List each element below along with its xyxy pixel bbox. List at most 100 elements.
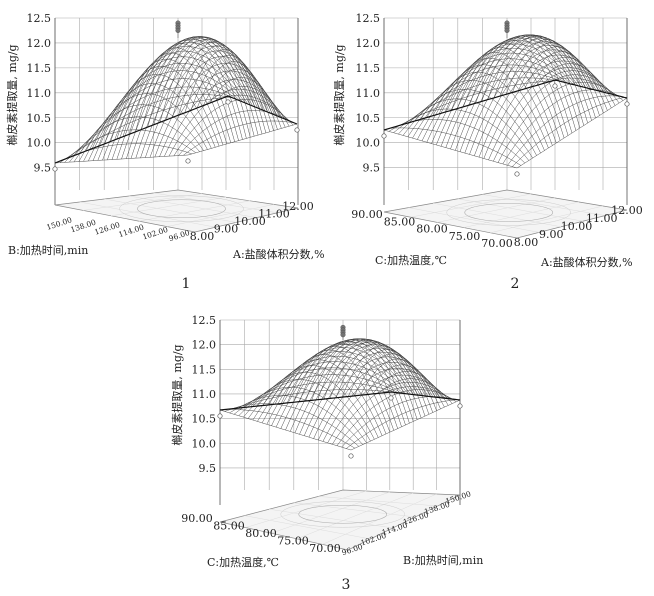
z-tick-label: 10.5 — [27, 112, 52, 125]
mesh-line — [299, 340, 402, 427]
mesh-line — [311, 338, 410, 424]
z-axis-label: 槲皮素提取量, mg/g — [6, 44, 19, 145]
z-tick-label: 10.0 — [192, 437, 217, 450]
surface-plot-2: 槲皮素提取量, mg/g 12.5 12.0 11.5 11.0 10.5 10.0 9.5… — [333, 12, 643, 292]
mesh-line — [135, 39, 239, 141]
floor-grid-line — [482, 194, 606, 216]
mesh-line — [110, 58, 224, 146]
mesh-line — [402, 108, 529, 161]
corner-point — [52, 166, 58, 172]
grid-walls — [54, 17, 299, 205]
mesh-line — [98, 74, 216, 148]
mesh-line — [262, 365, 379, 438]
mesh-line — [463, 39, 569, 136]
x-axis-label: C:加热温度,℃ — [207, 555, 279, 569]
y-tick-label: 150.00 — [444, 489, 472, 506]
mesh-line — [548, 77, 624, 101]
mesh-line — [524, 51, 608, 111]
mesh-line — [512, 42, 600, 116]
mesh-line — [378, 378, 453, 404]
mesh-line — [346, 399, 458, 449]
mesh-line — [104, 65, 220, 147]
floor-grid-line — [138, 200, 251, 222]
mesh-line — [172, 41, 263, 135]
grid-walls — [383, 17, 628, 205]
z-tick-label: 12.5 — [356, 12, 381, 25]
response-surface-mesh — [219, 338, 461, 451]
corner-point — [225, 99, 231, 105]
response-surface-panel-2: 槲皮素提取量, mg/g 12.5 12.0 11.5 11.0 10.5 10.0 9.5… — [327, 0, 654, 296]
mesh-line — [79, 104, 204, 154]
mesh-line — [91, 83, 212, 149]
floor-grid-line — [110, 196, 227, 217]
mesh-line — [116, 52, 228, 144]
x-axis-label: B:加热时间,min — [8, 244, 88, 257]
mesh-line — [438, 57, 553, 146]
x-tick-label: 126.00 — [93, 220, 121, 237]
contour-ellipse — [298, 504, 388, 524]
mesh-line — [384, 386, 457, 402]
mesh-line — [173, 99, 290, 157]
mesh-line — [505, 39, 596, 119]
mesh-line — [280, 338, 424, 429]
mesh-line — [122, 47, 232, 143]
floor-grid-line — [271, 491, 390, 534]
x-axis-label: C:加热温度,℃ — [375, 253, 447, 267]
floor-grid-line — [318, 496, 438, 507]
z-tick-label: 11.0 — [192, 388, 217, 401]
floor-plane — [383, 189, 628, 239]
surface-rim — [383, 79, 628, 131]
floor-grid-line — [82, 193, 203, 211]
z-tick-label: 9.5 — [199, 462, 217, 475]
mesh-line — [221, 94, 294, 126]
y-axis-label: A:盐酸体积分数,% — [540, 255, 633, 269]
x-tick-label: 102.00 — [141, 225, 169, 242]
mesh-line — [153, 36, 251, 138]
mesh-line — [178, 44, 267, 133]
floor-grid-line — [244, 515, 371, 540]
mesh-line — [348, 349, 434, 413]
mesh-line — [341, 345, 430, 415]
z-tick-label: 10.5 — [356, 112, 381, 125]
z-tick-label: 11.5 — [27, 62, 52, 75]
mesh-line — [317, 338, 414, 422]
mesh-line — [78, 70, 241, 162]
floor-polygon — [54, 189, 299, 233]
mesh-line — [232, 403, 359, 447]
z-tick-label: 12.0 — [356, 37, 381, 50]
z-axis-label: 槲皮素提取量, mg/g — [333, 44, 346, 145]
floor-polygon — [383, 189, 628, 239]
mesh-line — [426, 71, 545, 151]
corner-point — [381, 133, 387, 139]
panel-number: 2 — [511, 276, 520, 292]
mesh-line — [219, 409, 352, 451]
mesh-line — [73, 78, 239, 163]
mesh-line — [280, 349, 391, 433]
mesh-line — [286, 346, 395, 431]
panel-number: 1 — [182, 276, 191, 292]
mesh-line — [147, 36, 247, 139]
mesh-line — [85, 93, 208, 152]
contour-ellipse — [119, 195, 244, 222]
floor-grid-line — [490, 205, 604, 234]
panel-number: 3 — [342, 577, 351, 592]
x-tick-label: 80.00 — [245, 527, 277, 540]
x-tick-label: 90.00 — [181, 512, 213, 525]
corner-point — [388, 395, 394, 401]
mesh-line — [141, 37, 243, 140]
y-tick-label: 10.00 — [234, 215, 266, 228]
z-tick-label: 10.0 — [27, 137, 52, 150]
mesh-line — [268, 359, 383, 436]
mesh-line — [67, 129, 196, 159]
z-tick-label: 11.0 — [27, 87, 52, 100]
mesh-line — [184, 49, 271, 132]
mesh-line — [190, 54, 274, 131]
mesh-line — [128, 43, 235, 142]
mesh-line — [250, 379, 371, 442]
contour-ellipse — [464, 203, 554, 222]
floor-grid-line — [166, 204, 275, 227]
surface-rim — [219, 391, 461, 411]
mesh-line — [165, 38, 259, 136]
mesh-line — [335, 342, 426, 417]
mesh-line — [450, 47, 561, 141]
